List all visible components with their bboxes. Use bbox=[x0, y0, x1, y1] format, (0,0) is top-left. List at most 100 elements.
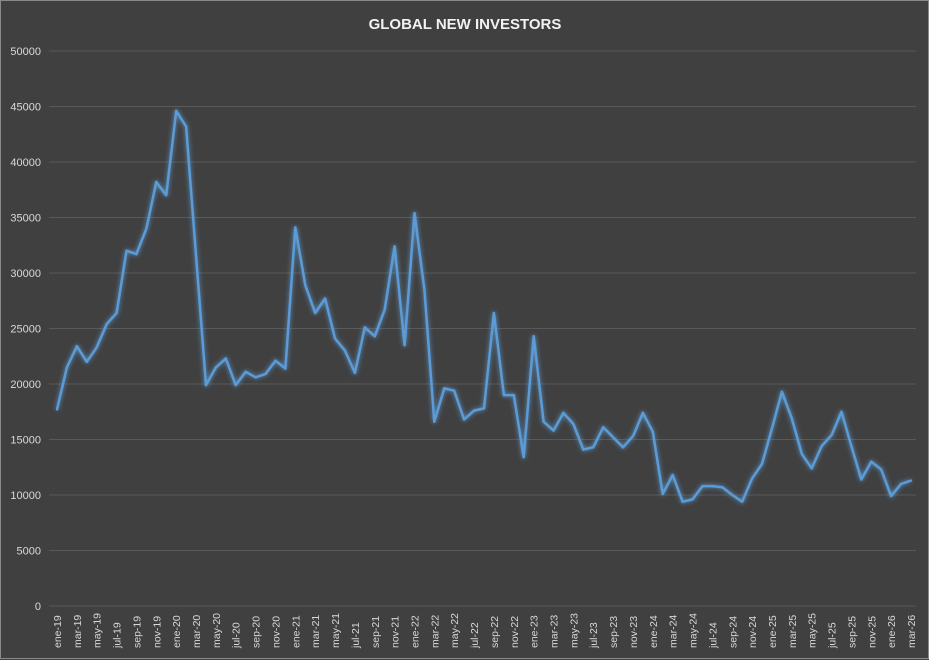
data-point bbox=[770, 427, 774, 430]
x-tick-label: jul-22 bbox=[469, 622, 481, 649]
data-point bbox=[363, 326, 367, 329]
data-point bbox=[413, 211, 416, 215]
data-point bbox=[880, 468, 883, 471]
data-point bbox=[284, 367, 287, 370]
y-tick-label: 25000 bbox=[10, 324, 41, 336]
data-point bbox=[443, 387, 446, 390]
data-point bbox=[661, 492, 664, 496]
data-point bbox=[125, 249, 128, 252]
y-tick-label: 10000 bbox=[10, 490, 41, 502]
data-point bbox=[572, 422, 575, 426]
data-point bbox=[65, 366, 69, 369]
data-point bbox=[621, 446, 625, 449]
data-point bbox=[472, 409, 476, 412]
x-tick-label: jul-24 bbox=[707, 622, 719, 649]
data-point bbox=[542, 420, 545, 423]
x-tick-label: sep-20 bbox=[251, 616, 263, 648]
data-point bbox=[740, 500, 744, 503]
data-point bbox=[462, 418, 466, 421]
data-point bbox=[135, 252, 138, 256]
data-point bbox=[790, 417, 794, 420]
data-point bbox=[711, 484, 714, 488]
data-point bbox=[264, 372, 267, 376]
x-tick-label: ene-19 bbox=[52, 615, 64, 648]
x-tick-label: ene-23 bbox=[529, 615, 541, 648]
x-tick-label: ene-22 bbox=[409, 615, 421, 648]
data-point bbox=[840, 410, 843, 413]
data-point bbox=[721, 486, 724, 489]
x-tick-label: mar-26 bbox=[906, 615, 918, 648]
x-tick-label: jul-21 bbox=[350, 622, 362, 649]
data-point bbox=[353, 371, 357, 375]
data-point bbox=[393, 245, 396, 248]
data-point bbox=[145, 227, 148, 230]
data-point bbox=[453, 389, 456, 392]
chart-title: GLOBAL NEW INVESTORS bbox=[369, 16, 562, 33]
x-tick-label: may-21 bbox=[330, 613, 342, 648]
data-point bbox=[552, 429, 555, 432]
x-tick-label: mar-20 bbox=[191, 615, 203, 648]
data-point bbox=[383, 308, 386, 311]
data-point bbox=[294, 226, 297, 229]
data-point bbox=[234, 383, 237, 387]
x-tick-label: may-24 bbox=[688, 613, 700, 648]
data-point bbox=[512, 393, 515, 397]
data-point bbox=[681, 500, 684, 503]
data-point bbox=[522, 456, 525, 459]
y-tick-label: 0 bbox=[35, 601, 41, 613]
x-tick-label: may-25 bbox=[807, 613, 819, 648]
x-tick-label: nov-24 bbox=[747, 616, 759, 648]
data-point bbox=[304, 284, 307, 287]
data-point bbox=[155, 180, 158, 184]
data-point bbox=[582, 448, 585, 451]
data-point bbox=[75, 345, 79, 348]
y-tick-label: 20000 bbox=[10, 379, 41, 391]
data-point bbox=[165, 194, 168, 197]
x-tick-label: sep-21 bbox=[370, 616, 382, 648]
y-tick-label: 35000 bbox=[10, 213, 41, 225]
x-tick-label: sep-23 bbox=[608, 616, 620, 648]
data-point bbox=[631, 434, 635, 438]
data-point bbox=[313, 311, 317, 315]
x-tick-label: nov-23 bbox=[628, 616, 640, 648]
data-point bbox=[651, 430, 655, 433]
x-tick-label: sep-25 bbox=[846, 616, 858, 648]
data-point bbox=[174, 109, 178, 113]
data-point bbox=[899, 482, 903, 486]
data-point bbox=[760, 462, 764, 466]
x-tick-label: mar-22 bbox=[429, 615, 441, 648]
data-point bbox=[115, 311, 118, 315]
x-tick-label: sep-24 bbox=[727, 616, 739, 648]
data-point bbox=[423, 288, 426, 291]
data-point bbox=[889, 494, 893, 498]
x-tick-label: mar-21 bbox=[310, 615, 322, 648]
data-point bbox=[343, 349, 347, 352]
data-point bbox=[909, 479, 913, 482]
x-tick-label: ene-26 bbox=[886, 615, 898, 648]
x-tick-label: nov-21 bbox=[390, 616, 402, 648]
x-tick-label: sep-19 bbox=[131, 616, 143, 648]
data-point bbox=[810, 467, 813, 470]
data-point bbox=[780, 390, 784, 393]
data-point bbox=[274, 359, 277, 362]
x-tick-label: jul-25 bbox=[827, 622, 839, 649]
x-tick-label: nov-25 bbox=[866, 616, 878, 648]
data-point bbox=[701, 484, 704, 488]
x-tick-label: nov-19 bbox=[151, 616, 163, 648]
x-tick-label: jul-19 bbox=[112, 622, 124, 649]
x-tick-label: jul-20 bbox=[231, 622, 243, 649]
data-point bbox=[105, 322, 108, 326]
data-point bbox=[95, 346, 98, 349]
x-tick-label: jul-23 bbox=[588, 622, 600, 649]
data-point bbox=[800, 452, 803, 456]
x-tick-label: mar-23 bbox=[549, 615, 561, 648]
x-tick-label: ene-24 bbox=[648, 615, 660, 648]
data-point bbox=[532, 335, 535, 338]
data-point bbox=[671, 473, 674, 477]
data-point bbox=[184, 125, 188, 128]
x-tick-label: may-19 bbox=[92, 613, 104, 648]
x-tick-label: ene-21 bbox=[290, 615, 302, 648]
x-tick-label: sep-22 bbox=[489, 616, 501, 648]
